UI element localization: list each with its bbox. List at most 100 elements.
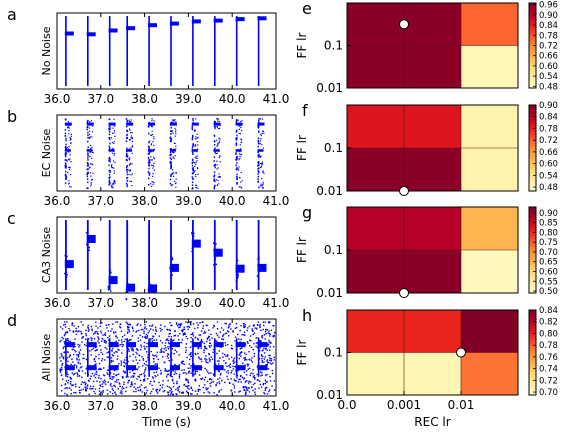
spike-dot: [227, 369, 229, 372]
spike-dot: [217, 118, 219, 120]
colorbar-tick-label: 0.85: [539, 219, 558, 229]
spike-dot: [92, 347, 94, 350]
spike-dot: [68, 328, 70, 330]
spike-dot: [171, 359, 173, 361]
spike-dot: [260, 138, 262, 140]
spike-dot: [241, 187, 243, 189]
spike-dot: [196, 157, 198, 159]
spike-dot: [173, 142, 175, 144]
spike-dot: [177, 388, 180, 390]
spike-dot: [198, 357, 200, 359]
spike-dot: [137, 340, 140, 342]
spike-dot: [59, 371, 62, 373]
spike-dot: [216, 341, 218, 343]
spike-dot: [128, 119, 130, 121]
colorbar-segment: [529, 171, 536, 175]
spike-dot: [128, 326, 130, 329]
spike-dot: [197, 167, 199, 169]
spike-dot: [70, 378, 72, 380]
spike-dot: [245, 380, 247, 382]
spike-dot: [213, 374, 215, 376]
spike-dot: [257, 141, 260, 143]
spike-dot: [252, 383, 255, 386]
spike-dot: [150, 390, 153, 393]
plot-frame: [56, 114, 277, 192]
spike-dot: [263, 393, 266, 395]
spike-dot: [102, 374, 105, 376]
spike-dot: [87, 181, 89, 183]
spike-dot: [227, 331, 230, 333]
spike-dot: [258, 186, 260, 189]
spike-dot: [89, 378, 91, 380]
spike-dot: [75, 333, 78, 335]
spike-dot: [125, 390, 127, 393]
spike-dot: [216, 145, 218, 147]
spike-dot: [258, 267, 260, 270]
spike-dot: [65, 155, 67, 158]
colorbar-segment: [529, 234, 536, 238]
spike-dot: [172, 156, 174, 158]
y-axis-label: CA3 Noise: [40, 227, 53, 283]
spike-dot: [221, 335, 224, 338]
plot-area: [57, 115, 276, 191]
spike-dot: [182, 392, 184, 394]
spike-dot: [112, 376, 114, 378]
spike-dot: [104, 333, 106, 336]
spike-dot: [227, 335, 230, 337]
spike-dot: [148, 152, 151, 154]
spike-dot: [170, 336, 173, 338]
spike-dot: [116, 321, 119, 323]
spike-dot: [115, 379, 118, 381]
burst-block: [213, 342, 224, 348]
spike-dot: [163, 351, 165, 353]
spike-dot: [144, 348, 146, 350]
spike-dot: [111, 347, 114, 350]
spike-dot: [148, 162, 151, 164]
spike-dot: [135, 388, 137, 390]
spike-dot: [126, 168, 129, 171]
spike-dot: [256, 366, 259, 368]
spike-dot: [251, 361, 253, 363]
spike-dot: [177, 390, 179, 392]
spike-dot: [91, 131, 94, 133]
spike-dot: [157, 374, 159, 376]
spike-dot: [213, 176, 215, 178]
colorbar-tick-label: 0.72: [539, 136, 558, 146]
x-tick-label: 41.0: [263, 92, 290, 106]
burst-block: [148, 342, 158, 348]
spike-dot: [109, 276, 112, 279]
spike-dot: [148, 286, 150, 288]
spike-dot: [262, 181, 264, 183]
spike-dot: [129, 163, 131, 165]
spike-dot: [212, 327, 214, 329]
spike-dot: [235, 142, 237, 144]
spike-dot: [169, 178, 172, 181]
colorbar-tick-label: 0.78: [539, 31, 558, 41]
spike-dot: [121, 376, 124, 378]
spike-dot: [127, 331, 129, 333]
spike-dot: [88, 338, 90, 340]
spike-dot: [219, 377, 221, 379]
colorbar-segment: [529, 75, 536, 78]
spike-dot: [250, 346, 253, 349]
colorbar-segment: [529, 382, 536, 385]
spike-dot: [125, 182, 128, 185]
colorbar-segment: [529, 137, 536, 140]
spike-dot: [264, 356, 266, 358]
spike-dot: [126, 166, 128, 168]
spike-dot: [175, 131, 177, 133]
spike-dot: [122, 377, 124, 379]
spike-dot: [73, 325, 75, 327]
spike-dot: [214, 180, 216, 183]
spike-dot: [223, 369, 226, 371]
colorbar-segment: [529, 58, 536, 61]
spike-dot: [91, 178, 93, 181]
spike-dot: [90, 120, 92, 122]
spike-dot: [244, 386, 246, 388]
spike-dot: [238, 378, 240, 381]
spike-dot: [223, 333, 225, 336]
spike-dot: [121, 352, 123, 354]
spike-dot: [225, 332, 228, 334]
spike-dot: [130, 119, 132, 121]
